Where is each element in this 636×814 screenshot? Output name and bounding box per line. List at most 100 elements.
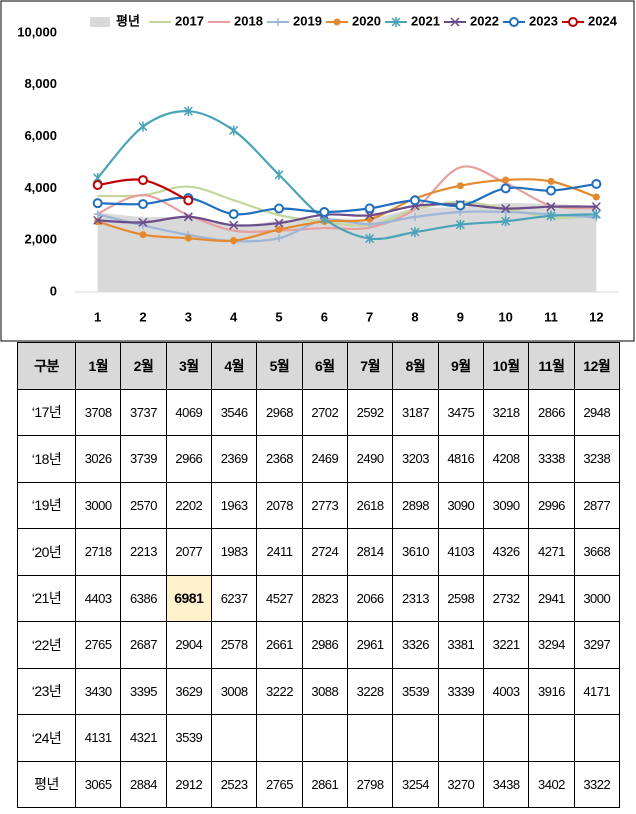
point [274, 218, 284, 228]
cell: 2861 [301, 760, 348, 808]
cell [301, 714, 348, 762]
cell: 3546 [210, 388, 258, 436]
cell: 2618 [346, 481, 394, 529]
header-row: 구분 1월 2월 3월 4월 5월 6월 7월 8월 9월 10월 11월 12월 [17, 342, 620, 390]
point [455, 200, 466, 211]
cell: 3008 [210, 667, 258, 715]
cell: 3668 [573, 528, 620, 576]
cell: 2968 [256, 388, 303, 436]
cell: 3270 [437, 760, 484, 808]
y-tick-label: 6,000 [24, 128, 57, 143]
cell: 2765 [74, 621, 122, 669]
point [366, 215, 374, 223]
cell: 1963 [210, 481, 258, 529]
cell: 2732 [482, 574, 530, 622]
cell: 3297 [573, 621, 620, 669]
point [229, 220, 239, 230]
point [274, 169, 284, 180]
y-tick-label: 2,000 [24, 232, 57, 247]
cell: 2077 [165, 528, 212, 576]
point [230, 237, 238, 245]
cell: 2884 [120, 760, 167, 808]
legend-marker [450, 17, 460, 27]
point [183, 212, 193, 222]
line [96, 110, 597, 241]
cell: 3739 [120, 435, 167, 483]
legend-label: 평년 [116, 13, 140, 28]
cell: 3065 [74, 760, 122, 808]
cell: 2986 [301, 621, 348, 669]
cell: 4326 [482, 528, 530, 576]
point [410, 227, 420, 238]
cell: 2570 [120, 481, 167, 529]
cell [528, 714, 575, 762]
cell: 2313 [392, 574, 439, 622]
cell: 2961 [346, 621, 394, 669]
cell: 2066 [346, 574, 394, 622]
point [184, 234, 192, 242]
cell: 2814 [346, 528, 394, 576]
header-cell: 3월 [165, 342, 212, 390]
point [410, 195, 420, 206]
header-cell: 11월 [528, 342, 575, 390]
header-cell: 10월 [482, 342, 530, 390]
line [97, 178, 597, 243]
point [138, 175, 148, 186]
cell: 2773 [301, 481, 348, 529]
point [138, 217, 148, 227]
cell: 4321 [120, 714, 167, 762]
cell: 4527 [256, 574, 303, 622]
x-tick-label: 4 [230, 309, 238, 324]
x-tick-label: 8 [411, 309, 418, 324]
y-tick-label: 8,000 [24, 76, 57, 91]
point [275, 226, 283, 234]
table-row: ‘19년 3000 2570 2202 1963 2078 2773 2618 2898 3090… [17, 481, 620, 529]
row-label: ‘19년 [17, 481, 76, 529]
cell: 3322 [573, 760, 620, 808]
cell: 2798 [346, 760, 394, 808]
x-tick-label: 2 [139, 309, 146, 324]
cell: 3218 [482, 388, 530, 436]
x-tick-label: 1 [94, 309, 101, 324]
table-row: ‘23년 3430 3395 3629 3008 3222 3088 3228 3539 3339… [17, 667, 620, 715]
legend-label: 2019 [293, 13, 322, 28]
point [411, 212, 419, 221]
point [500, 183, 511, 194]
cell [256, 714, 303, 762]
point [546, 210, 556, 221]
cell: 2411 [256, 528, 303, 576]
legend-marker [333, 18, 341, 26]
header-cell: 9월 [437, 342, 484, 390]
point [183, 106, 193, 117]
cell: 3339 [437, 667, 484, 715]
cell: 2724 [301, 528, 348, 576]
cell: 4003 [482, 667, 530, 715]
cell: 4208 [482, 435, 530, 483]
row-label: ‘20년 [17, 528, 76, 576]
point [228, 209, 239, 220]
cell [392, 714, 439, 762]
row-label: ‘18년 [17, 435, 76, 483]
cell: 3203 [392, 435, 439, 483]
table-row: 평년 3065 2884 2912 2523 2765 2861 2798 3254 3270 34… [17, 760, 620, 808]
cell: 3026 [74, 435, 122, 483]
point [591, 178, 602, 189]
x-tick-label: 12 [589, 309, 603, 324]
cell: 3254 [392, 760, 439, 808]
cell: 4103 [437, 528, 484, 576]
cell [573, 714, 620, 762]
cell: 2866 [528, 388, 575, 436]
cell: 3475 [437, 388, 484, 436]
cell: 4171 [573, 667, 620, 715]
cell: 2941 [528, 574, 575, 622]
y-tick-label: 0 [50, 283, 57, 298]
cell: 2523 [210, 760, 258, 808]
cell: 2369 [210, 435, 258, 483]
line [97, 203, 597, 227]
y-tick-label: 10,000 [17, 24, 57, 39]
point [502, 176, 510, 184]
cell: 3629 [165, 667, 212, 715]
cell: 3000 [74, 481, 122, 529]
cell: 3228 [346, 667, 394, 715]
